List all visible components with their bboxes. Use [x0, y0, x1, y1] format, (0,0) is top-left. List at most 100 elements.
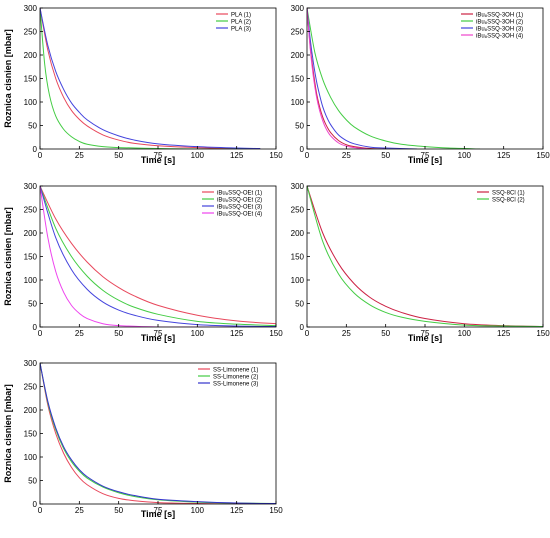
x-tick-label: 100	[191, 151, 205, 160]
series-line-2	[307, 186, 543, 327]
series-line-2	[40, 186, 276, 327]
y-tick-label: 200	[24, 406, 38, 415]
y-tick-label: 200	[24, 229, 38, 238]
y-tick-label: 150	[24, 75, 38, 84]
x-axis-label: Time [s]	[141, 333, 175, 343]
x-axis-label: Time [s]	[408, 155, 442, 165]
series-line-3	[40, 186, 276, 327]
x-axis-label: Time [s]	[408, 333, 442, 343]
x-tick-label: 0	[38, 506, 43, 515]
y-tick-label: 0	[33, 145, 38, 154]
chart-panel-3: 0 25 50 75 100 125 150 0 50 100 150 200 250 300 Time […	[3, 182, 283, 343]
plot-frame	[306, 185, 544, 328]
y-tick-label: 50	[28, 122, 37, 131]
series-line-4	[307, 8, 370, 149]
legend-label: iBu₈SSQ-3OH (1)	[476, 13, 523, 19]
legend: PLA (1)PLA (2)PLA (3)	[216, 13, 251, 33]
legend-label: SS-Limonene (1)	[213, 368, 258, 374]
y-tick-label: 50	[295, 300, 304, 309]
legend: iBu₈SSQ-OEt (1)iBu₈SSQ-OEt (2)iBu₈SSQ-OE…	[202, 191, 262, 218]
y-tick-label: 150	[291, 253, 305, 262]
x-tick-label: 50	[114, 151, 123, 160]
x-tick-label: 25	[342, 151, 351, 160]
legend-label: iBu₈SSQ-3OH (4)	[476, 34, 523, 40]
y-tick-label: 250	[291, 206, 305, 215]
y-tick-label: 250	[291, 28, 305, 37]
x-tick-label: 50	[114, 506, 123, 515]
y-tick-label: 200	[291, 51, 305, 60]
y-tick-label: 0	[300, 145, 305, 154]
legend-label: iBu₈SSQ-OEt (1)	[217, 191, 262, 197]
x-tick-label: 125	[230, 329, 244, 338]
x-tick-label: 25	[75, 151, 84, 160]
y-tick-label: 0	[33, 500, 38, 509]
y-tick-label: 250	[24, 28, 38, 37]
x-axis-label: Time [s]	[141, 509, 175, 519]
y-tick-label: 150	[291, 75, 305, 84]
legend: SSQ-8Cl (1)SSQ-8Cl (2)	[477, 191, 525, 204]
y-tick-label: 200	[24, 51, 38, 60]
legend-label: SSQ-8Cl (2)	[492, 198, 525, 204]
x-tick-label: 150	[269, 329, 283, 338]
x-tick-label: 125	[230, 506, 244, 515]
series-line-3	[40, 8, 261, 149]
y-tick-label: 300	[24, 182, 38, 191]
y-tick-label: 300	[291, 4, 305, 13]
chart-panel-4: 0 25 50 75 100 125 150 0 50 100 150 200 250 300 Time […	[291, 182, 550, 343]
x-tick-label: 150	[269, 151, 283, 160]
x-tick-label: 50	[114, 329, 123, 338]
y-tick-label: 250	[24, 383, 38, 392]
legend-label: PLA (1)	[231, 13, 251, 19]
x-tick-label: 125	[230, 151, 244, 160]
y-tick-label: 50	[28, 477, 37, 486]
x-tick-label: 75	[421, 329, 430, 338]
x-tick-label: 150	[536, 329, 550, 338]
y-tick-label: 100	[24, 453, 38, 462]
legend-label: iBu₈SSQ-3OH (3)	[476, 27, 523, 33]
y-tick-label: 100	[24, 276, 38, 285]
legend-label: iBu₈SSQ-3OH (2)	[476, 20, 523, 26]
x-tick-label: 75	[154, 329, 163, 338]
series-line-3	[40, 363, 276, 504]
x-tick-label: 0	[305, 151, 310, 160]
x-tick-label: 50	[381, 151, 390, 160]
legend-label: SS-Limonene (3)	[213, 382, 258, 388]
legend-label: iBu₈SSQ-OEt (4)	[217, 212, 262, 218]
x-tick-label: 100	[458, 329, 472, 338]
y-axis-label: Roznica cisnien [mbar]	[3, 384, 13, 483]
x-tick-label: 125	[497, 151, 511, 160]
y-tick-label: 100	[24, 98, 38, 107]
x-tick-label: 25	[75, 506, 84, 515]
series-line-4	[40, 186, 237, 327]
y-tick-label: 100	[291, 276, 305, 285]
y-tick-label: 150	[24, 253, 38, 262]
x-tick-label: 75	[154, 151, 163, 160]
legend-label: SSQ-8Cl (1)	[492, 191, 525, 197]
x-tick-label: 75	[154, 506, 163, 515]
y-tick-label: 300	[24, 4, 38, 13]
series-line-3	[307, 8, 418, 149]
x-tick-label: 150	[269, 506, 283, 515]
y-tick-label: 50	[28, 300, 37, 309]
y-tick-label: 150	[24, 430, 38, 439]
y-tick-label: 250	[24, 206, 38, 215]
y-tick-label: 300	[291, 182, 305, 191]
legend-label: iBu₈SSQ-OEt (3)	[217, 205, 262, 211]
x-tick-label: 150	[536, 151, 550, 160]
x-tick-label: 25	[342, 329, 351, 338]
y-tick-label: 100	[291, 98, 305, 107]
x-tick-label: 125	[497, 329, 511, 338]
chart-panel-5: 0 25 50 75 100 125 150 0 50 100 150 200 250 300 Time […	[3, 359, 283, 519]
y-tick-label: 0	[300, 323, 305, 332]
x-axis-label: Time [s]	[141, 155, 175, 165]
x-tick-label: 75	[421, 151, 430, 160]
legend-label: PLA (3)	[231, 27, 251, 33]
series-line-1	[307, 8, 386, 149]
series-line-1	[307, 186, 543, 327]
chart-panel-2: 0 25 50 75 100 125 150 0 50 100 150 200 250 300 Time […	[291, 4, 550, 165]
series-line-1	[40, 186, 276, 325]
legend-label: iBu₈SSQ-OEt (2)	[217, 198, 262, 204]
x-tick-label: 50	[381, 329, 390, 338]
x-tick-label: 0	[38, 329, 43, 338]
